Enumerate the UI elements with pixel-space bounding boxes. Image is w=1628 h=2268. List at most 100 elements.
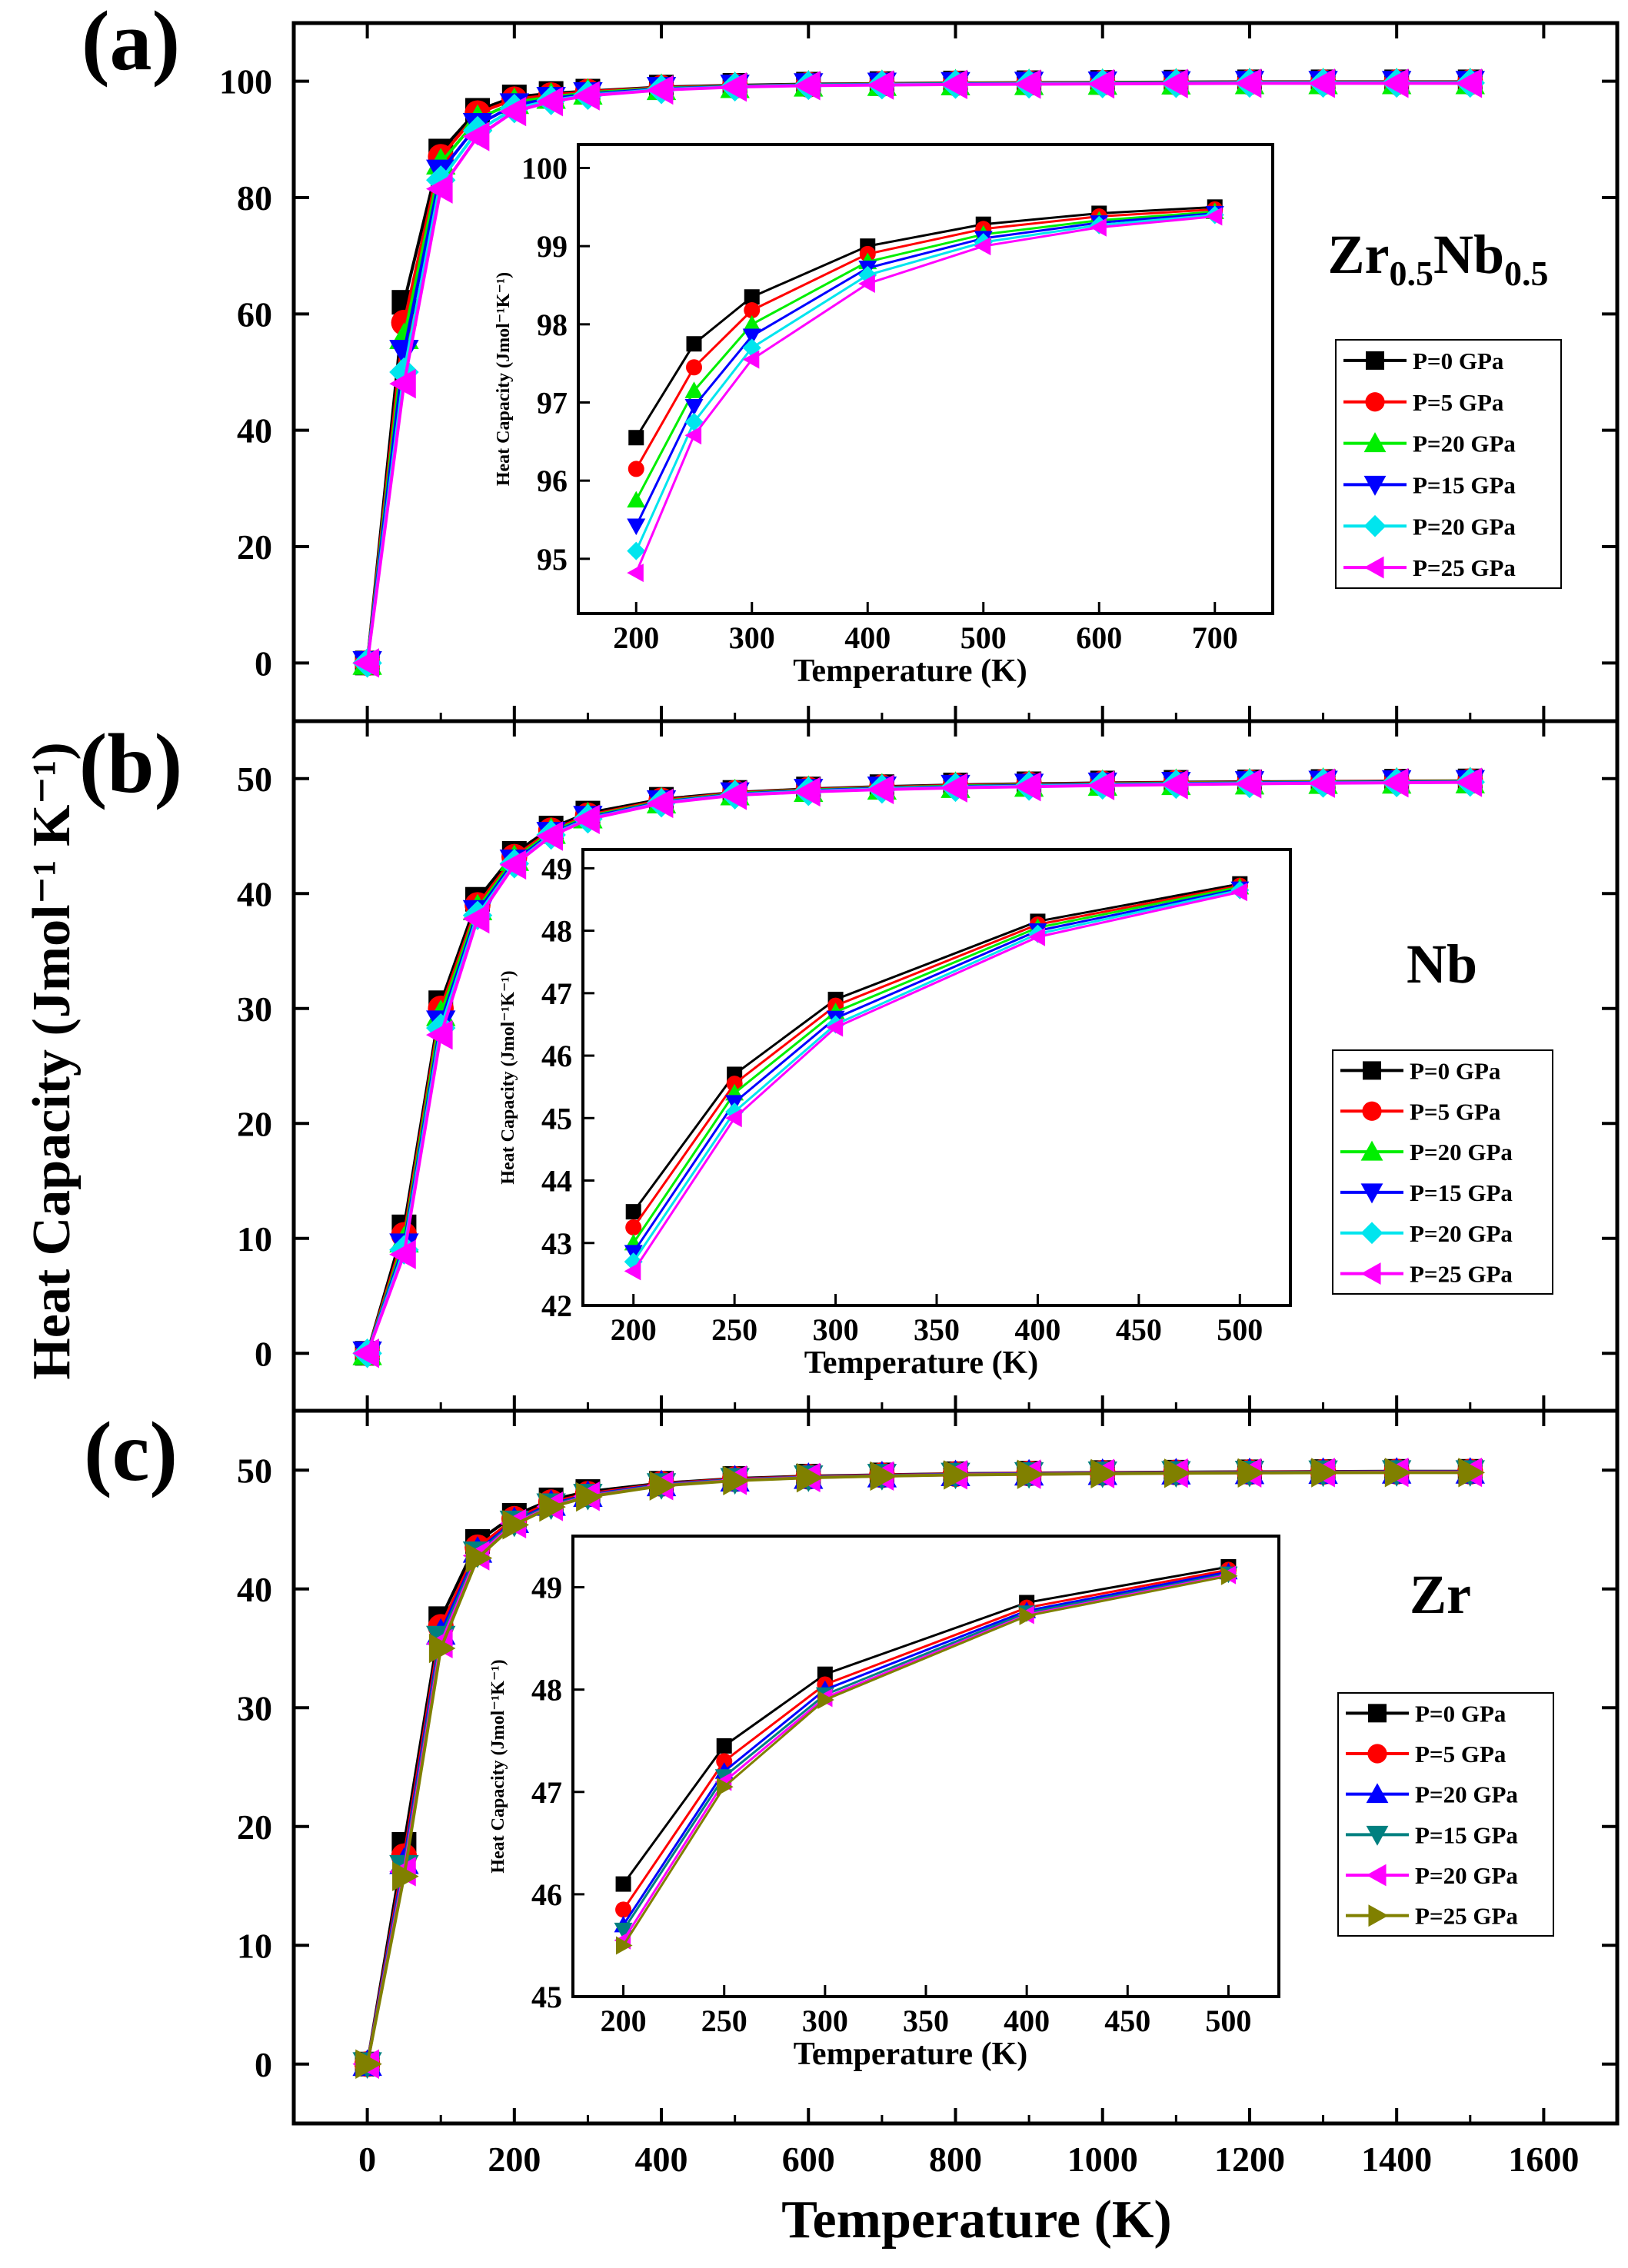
data-point-s5-0 (352, 648, 379, 678)
inset-x-tick-label: 400 (844, 620, 891, 655)
legend-label: P=5 GPa (1415, 1741, 1506, 1768)
legend-marker (1363, 514, 1387, 537)
inset-x-tick-label: 600 (1076, 620, 1122, 655)
data-point-s5-7 (646, 788, 674, 819)
data-point-s5-16 (1311, 1458, 1338, 1488)
x-tick-label: 800 (929, 2140, 982, 2179)
data-point-s5-11 (941, 69, 967, 100)
data-point-s5-17 (1381, 68, 1409, 98)
legend-item: P=25 GPa (1346, 1903, 1518, 1930)
legend-marker (1360, 1222, 1383, 1245)
y-tick-label: 40 (237, 411, 272, 451)
inset-data-point-s1-1 (726, 1076, 743, 1092)
inset-x-tick-label: 500 (1205, 2004, 1251, 2038)
data-point-s5-10 (870, 1461, 897, 1491)
legend-label: P=15 GPa (1410, 1179, 1513, 1206)
legend-item: P=15 GPa (1346, 1821, 1518, 1848)
legend-marker (1363, 1061, 1381, 1080)
inset-y-tick-label: 45 (531, 1980, 562, 2014)
data-point-s5-8 (723, 1465, 750, 1496)
data-point-s5-16 (1308, 68, 1335, 98)
material-name: Nb (1433, 224, 1504, 285)
legend-item: P=25 GPa (1343, 554, 1516, 581)
panel-label: (c) (84, 1405, 178, 1498)
legend-item: P=15 GPa (1343, 471, 1516, 498)
inset-data-point-s1-0 (615, 1901, 632, 1918)
panel-label: (a) (82, 0, 180, 88)
material-label: Zr0.5Nb0.5 (1327, 224, 1548, 293)
legend-label: P=20 GPa (1413, 513, 1516, 540)
inset-x-tick-label: 200 (611, 1312, 657, 1347)
data-point-s5-2 (428, 1633, 456, 1664)
legend-label: P=20 GPa (1410, 1139, 1513, 1166)
legend-marker (1360, 1262, 1381, 1285)
data-point-s5-14 (1164, 1458, 1191, 1488)
inset-x-tick-label: 450 (1116, 1312, 1162, 1347)
data-point-s5-18 (1458, 1458, 1485, 1488)
inset-y-tick-label: 49 (531, 1571, 562, 1605)
data-point-s5-5 (536, 821, 563, 851)
data-point-s5-9 (796, 1462, 824, 1493)
data-point-s5-16 (1308, 768, 1335, 798)
inset-data-point-s5-3 (1019, 1606, 1037, 1625)
inset-x-tick-label: 400 (1004, 2004, 1050, 2038)
data-point-s5-8 (720, 780, 747, 810)
y-tick-label: 0 (255, 643, 272, 683)
inset-y-tick-label: 49 (541, 851, 572, 886)
inset-x-tick-label: 250 (701, 2004, 747, 2038)
x-tick-label: 1400 (1361, 2140, 1432, 2179)
data-point-s5-1 (392, 1861, 419, 1891)
data-point-s5-5 (536, 86, 563, 117)
legend-marker (1368, 1704, 1387, 1723)
inset-data-point-s5-3 (858, 274, 875, 293)
inset-y-tick-label: 44 (541, 1164, 572, 1199)
data-point-s5-4 (499, 96, 527, 127)
legend-label: P=5 GPa (1413, 389, 1504, 416)
inset-y-tick-label: 95 (537, 542, 568, 577)
inset-data-point-s5-0 (627, 564, 644, 583)
inset-x-tick-label: 350 (914, 1312, 960, 1347)
legend-label: P=25 GPa (1413, 554, 1516, 581)
data-point-s5-11 (941, 773, 967, 803)
data-point-s5-2 (426, 1019, 453, 1050)
inset-x-tick-label: 350 (903, 2004, 949, 2038)
inset-y-tick-label: 42 (541, 1289, 572, 1323)
inset-x-tick-label: 500 (960, 620, 1007, 655)
inset-data-point-s5-2 (826, 1018, 844, 1037)
inset-data-point-s0-0 (625, 1204, 641, 1220)
legend-label: P=20 GPa (1415, 1781, 1518, 1808)
figure-ylabel: Heat Capacity (Jmol⁻¹ K⁻¹) (22, 742, 82, 1379)
legend-marker (1367, 1744, 1387, 1764)
inset-data-point-s4-1 (684, 412, 704, 431)
legend-frame (1337, 1692, 1554, 1937)
y-tick-label: 20 (237, 1104, 272, 1143)
data-point-s5-15 (1234, 769, 1262, 799)
legend-label: P=25 GPa (1415, 1903, 1518, 1930)
legend-label: P=25 GPa (1410, 1261, 1513, 1288)
inset-xlabel: Temperature (K) (804, 1345, 1038, 1381)
y-tick-label: 10 (237, 1219, 272, 1259)
legend-item: P=20 GPa (1346, 1862, 1518, 1889)
inset-data-point-s3-0 (614, 1922, 633, 1940)
inset-y-tick-label: 98 (537, 308, 568, 342)
data-point-s5-5 (539, 1491, 566, 1522)
data-point-s5-12 (1014, 772, 1041, 802)
inset-data-point-s0-2 (744, 289, 760, 305)
material-label: Nb (1407, 933, 1477, 995)
inset-chart: 95 96 97 98 99 100 200 300 400 500 600 700 Temperatu… (494, 143, 1274, 689)
legend-frame (1332, 1049, 1553, 1295)
legend-marker (1363, 475, 1387, 496)
data-point-s5-6 (573, 81, 600, 111)
inset-ylabel: Heat Capacity (Jmol⁻¹K⁻¹) (488, 1659, 508, 1873)
inset-x-tick-label: 700 (1192, 620, 1238, 655)
inset-x-tick-label: 500 (1217, 1312, 1263, 1347)
y-tick-label: 30 (237, 1688, 272, 1728)
inset-x-tick-label: 450 (1104, 2004, 1150, 2038)
inset-data-point-s0-1 (716, 1738, 732, 1754)
data-point-s5-13 (1087, 68, 1115, 99)
inset-y-tick-label: 46 (541, 1039, 572, 1073)
material-name: Nb (1407, 933, 1477, 995)
x-tick-label: 200 (488, 2140, 541, 2179)
inset-data-point-s5-4 (974, 237, 991, 256)
